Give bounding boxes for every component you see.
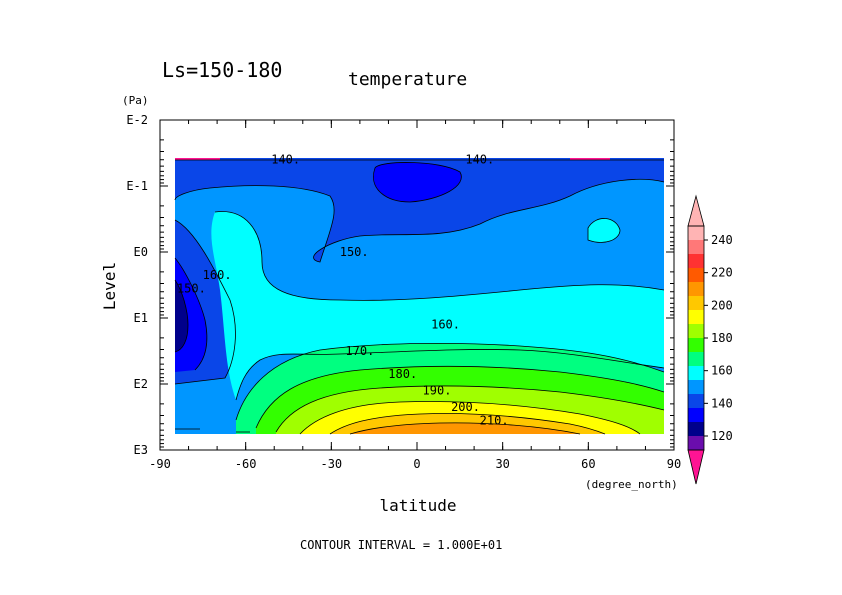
contour-label: 160. (431, 318, 460, 332)
colorbar-swatch (688, 268, 704, 282)
contour-line (235, 349, 665, 401)
x-tick-label: 90 (667, 457, 681, 471)
y-unit: (Pa) (122, 94, 149, 107)
y-tick-label: E3 (134, 443, 148, 457)
contour-line (329, 413, 606, 435)
band-below-120-top-left (175, 158, 220, 160)
y-axis-label: Level (100, 262, 119, 310)
y-tick-label: E-1 (126, 179, 148, 193)
colorbar-label: 240 (711, 233, 733, 247)
colorbar-swatch (688, 436, 704, 450)
x-tick-label: 0 (413, 457, 420, 471)
x-tick-label: -60 (235, 457, 257, 471)
colorbar-swatch (688, 338, 704, 352)
band-160-170-island (588, 218, 620, 243)
contour-line-layer (174, 159, 665, 435)
contour-label: 160. (203, 268, 232, 282)
y-tick-label: E-2 (126, 113, 148, 127)
contour-label: 190. (423, 384, 452, 398)
tick-label-layer: -90 -60 -30 0 30 60 90 E-2 E-1 E0 E1 E2 E3 (126, 113, 681, 471)
contour-label: 140. (271, 153, 300, 167)
contour-line (214, 211, 665, 301)
x-tick-label: -90 (149, 457, 171, 471)
contour-line (255, 365, 665, 429)
x-tick-label: -30 (320, 457, 342, 471)
colorbar-swatch (688, 394, 704, 408)
colorbar-label: 220 (711, 266, 733, 280)
band-220-230 (350, 422, 580, 434)
colorbar-swatch (688, 324, 704, 338)
contour-label: 210. (480, 413, 509, 427)
colorbar-swatch (688, 226, 704, 240)
contour-line (349, 422, 581, 435)
band-130-140-core (373, 162, 462, 202)
colorbar-swatch (688, 408, 704, 422)
contour-line (299, 401, 641, 435)
y-tick-label: E1 (134, 311, 148, 325)
x-tick-label: 60 (581, 457, 595, 471)
colorbar-swatch (688, 282, 704, 296)
colorbar-swatch (688, 296, 704, 310)
tick-layer (159, 119, 675, 451)
contour-line (174, 257, 208, 371)
colorbar-label: 120 (711, 429, 733, 443)
y-tick-label: E0 (134, 245, 148, 259)
contour-label: 140. (465, 153, 494, 167)
contour-label: 150. (177, 281, 206, 295)
x-unit: (degree_north) (585, 478, 678, 491)
colorbar-label: 140 (711, 396, 733, 410)
x-axis-label: latitude (379, 496, 456, 515)
colorbar-swatch (688, 310, 704, 324)
contour-line (235, 342, 665, 421)
colorbar-under-triangle (687, 449, 705, 485)
colorbar-label: 180 (711, 331, 733, 345)
colorbar-swatch (688, 240, 704, 254)
colorbar-swatch (688, 352, 704, 366)
contour-label-layer: 140. 140.150.160.150.160.170.180.190.200.… (177, 153, 509, 428)
colorbar-label: 200 (711, 298, 733, 312)
contour-line (373, 162, 462, 203)
y-tick-label: E2 (134, 377, 148, 391)
band-120-130-left (175, 280, 188, 352)
colorbar-swatch (688, 254, 704, 268)
contour-fill-layer (175, 158, 664, 434)
contour-label: 150. (340, 245, 369, 259)
colorbar-swatch (688, 366, 704, 380)
band-below-120-top-right (570, 158, 610, 160)
contour-interval-note: CONTOUR INTERVAL = 1.000E+01 (300, 538, 502, 552)
contour-line (174, 279, 189, 353)
chart-title: Ls=150-180 (162, 58, 282, 82)
band-140-150-upper (175, 158, 664, 262)
contour-label: 200. (451, 400, 480, 414)
contour-line (275, 385, 665, 433)
contour-line (174, 178, 665, 263)
colorbar-label: 160 (711, 364, 733, 378)
colorbar-swatch (688, 422, 704, 436)
colorbar-over-triangle (687, 194, 705, 227)
x-tick-label: 30 (495, 457, 509, 471)
contour-line (174, 219, 236, 385)
contour-label: 180. (388, 367, 417, 381)
contour-line (587, 218, 621, 243)
chart-subtitle: temperature (348, 69, 467, 90)
colorbar-swatch (688, 380, 704, 394)
contour-label: 170. (345, 344, 374, 358)
colorbar: 120 140 160 180 200 220 240 (687, 194, 733, 485)
